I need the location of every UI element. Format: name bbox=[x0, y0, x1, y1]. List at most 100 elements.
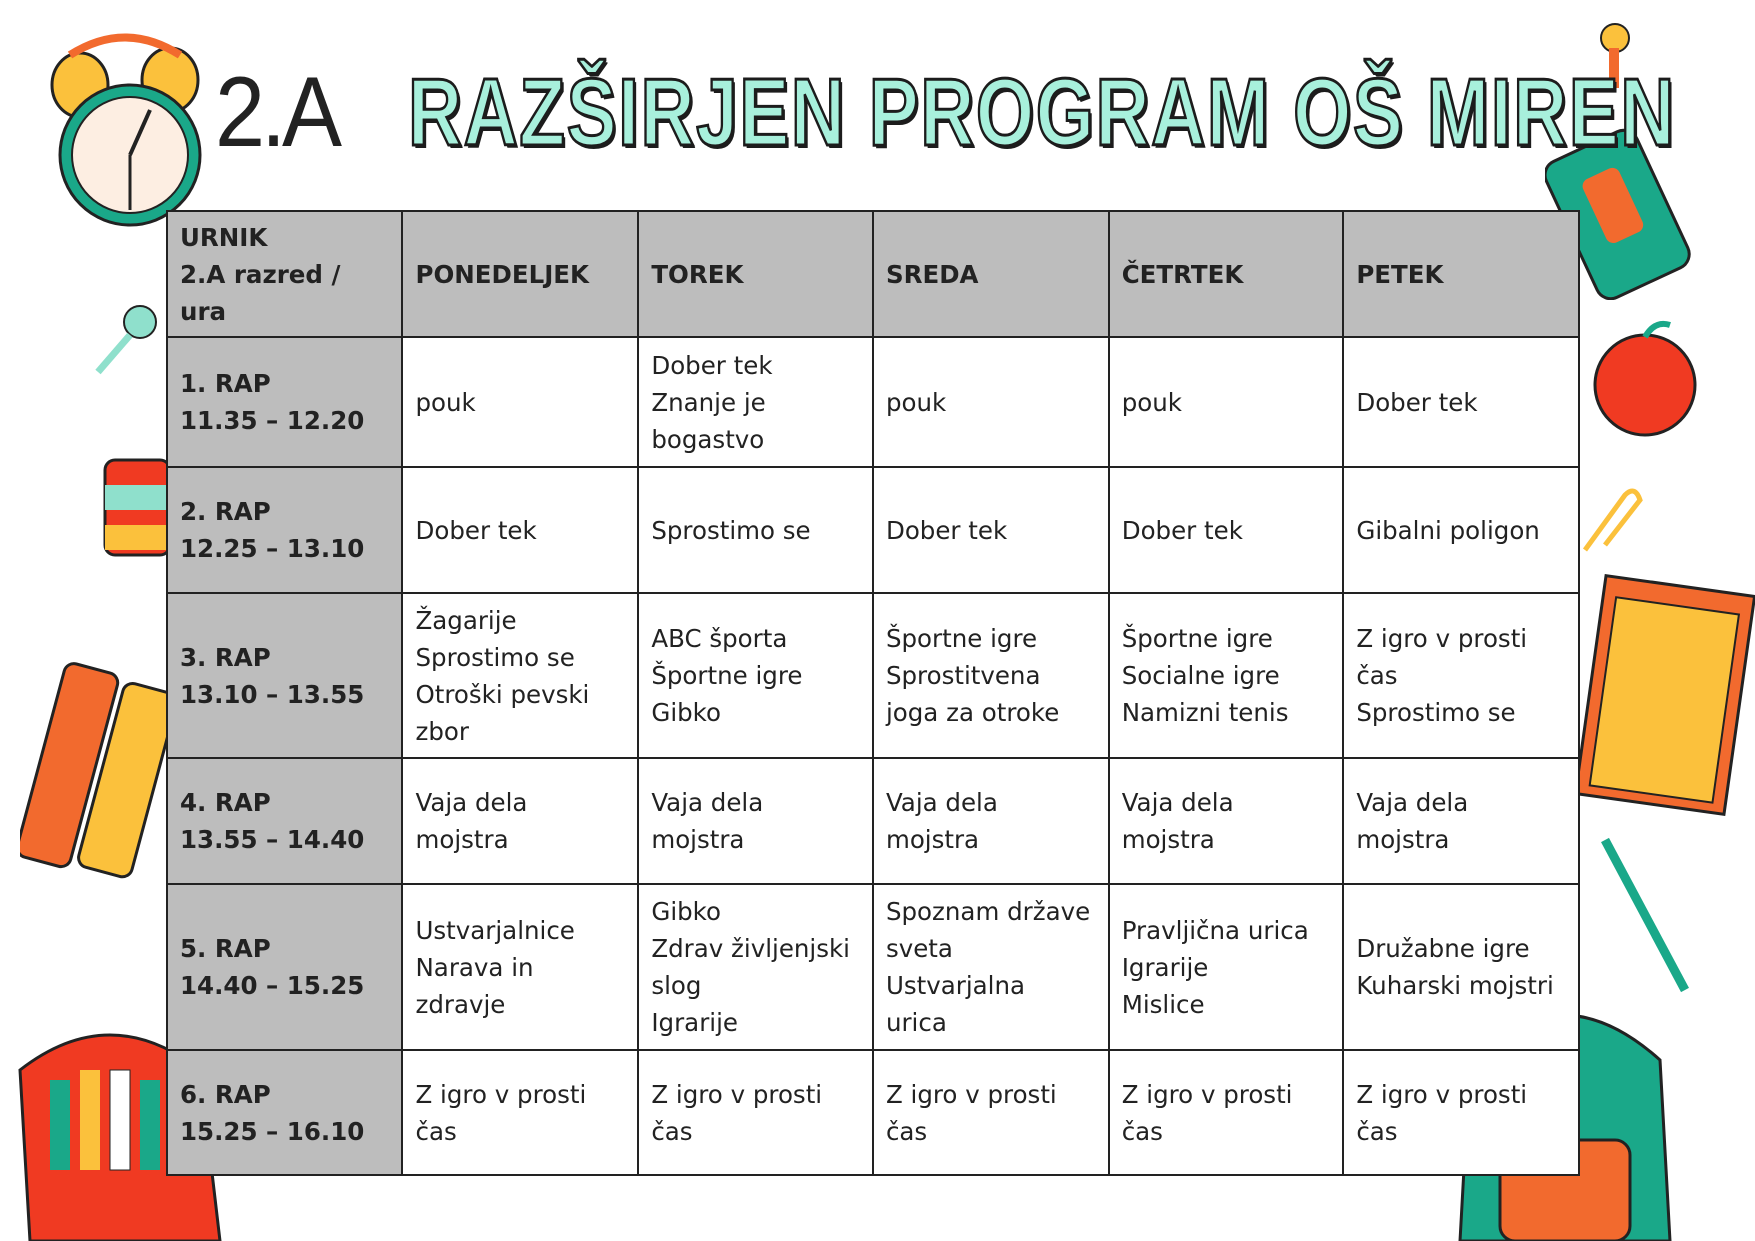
activity-cell: Z igro v prosti čas bbox=[871, 1049, 1110, 1176]
period-cell: 2. RAP 12.25 – 13.10 bbox=[165, 466, 404, 594]
day-header: TOREK bbox=[637, 210, 874, 338]
cell-line: Družabne igre bbox=[1356, 934, 1530, 963]
activity-cell: Spoznam države sveta Ustvarjalna urica bbox=[871, 883, 1110, 1051]
activity-cell: Z igro v prosti čas Sprostimo se bbox=[1342, 592, 1580, 759]
cell-line: Z igro v prosti bbox=[651, 1079, 823, 1109]
activity-cell: Žagarije Sprostimo se Otroški pevski zbor bbox=[401, 592, 640, 759]
activity-cell: Z igro v prosti čas bbox=[1342, 1049, 1580, 1176]
cell-line: 11.35 – 12.20 bbox=[180, 406, 365, 435]
activity-cell: Gibalni poligon bbox=[1342, 466, 1580, 594]
cell-line: Igrarije bbox=[651, 1008, 738, 1037]
cell-line: 13.10 – 13.55 bbox=[180, 679, 365, 709]
cell-line: mojstra bbox=[885, 825, 980, 854]
cell-line: Gibalni poligon bbox=[1356, 515, 1540, 545]
cell-line: Z igro v prosti bbox=[415, 1079, 587, 1109]
cell-line: Vaja dela bbox=[1356, 788, 1469, 817]
cell-line: mojstra bbox=[651, 825, 745, 854]
table-row: 3. RAP 13.10 – 13.55 Žagarije Sprostimo se O… bbox=[165, 592, 1580, 759]
cell-line: čas bbox=[885, 1116, 928, 1146]
alarm-clock-icon bbox=[50, 33, 202, 227]
tape-icon bbox=[103, 458, 170, 557]
table-row: 6. RAP 15.25 – 16.10 Z igro v prosti čas Z i… bbox=[165, 1049, 1580, 1176]
cell-line: mojstra bbox=[1121, 825, 1215, 854]
period-cell: 1. RAP 11.35 – 12.20 bbox=[165, 336, 404, 468]
cell-line: Športne igre bbox=[1121, 624, 1273, 653]
cell-line: Ustvarjalna bbox=[885, 971, 1026, 1000]
cell-line: Vaja dela bbox=[885, 788, 998, 817]
cell-line: Ustvarjalnice bbox=[415, 915, 575, 945]
cell-line: Otroški pevski bbox=[415, 679, 590, 709]
activity-cell: Z igro v prosti čas bbox=[637, 1049, 874, 1176]
cell-line: 5. RAP bbox=[180, 934, 271, 963]
cell-line: Znanje je bbox=[651, 387, 766, 417]
header-row: URNIK 2.A razred / ura PONEDELJEK TOREK S… bbox=[165, 210, 1580, 338]
page-title: RAZŠIRJEN PROGRAM OŠ MIREN bbox=[407, 58, 1676, 168]
cell-line: 1. RAP bbox=[180, 369, 271, 398]
corner-cell: URNIK 2.A razred / ura bbox=[165, 210, 404, 338]
activity-cell: Družabne igre Kuharski mojstri bbox=[1342, 883, 1580, 1051]
activity-cell: Pravljična urica Igrarije Mislice bbox=[1107, 883, 1345, 1051]
cell-line: Dober tek bbox=[1121, 515, 1243, 545]
activity-cell: Gibko Zdrav življenjski slog Igrarije bbox=[637, 883, 874, 1051]
cell-line: Žagarije bbox=[415, 605, 517, 635]
cell-line: Narava in bbox=[415, 952, 534, 982]
cell-line: Kuharski mojstri bbox=[1356, 971, 1554, 1000]
cell-line: 6. RAP bbox=[180, 1079, 271, 1109]
activity-cell: Ustvarjalnice Narava in zdravje bbox=[401, 883, 640, 1051]
activity-cell: Dober tek Znanje je bogastvo bbox=[637, 336, 874, 468]
cell-line: 4. RAP bbox=[180, 788, 271, 817]
cell-line: Pravljična urica bbox=[1121, 915, 1309, 945]
activity-cell: Dober tek bbox=[871, 466, 1110, 594]
cell-line: Mislice bbox=[1121, 989, 1205, 1019]
cell-line: Sprostimo se bbox=[415, 642, 575, 672]
cell-line: Dober tek bbox=[415, 515, 537, 545]
activity-cell: ABC športa Športne igre Gibko bbox=[637, 592, 874, 759]
key-icon bbox=[95, 305, 157, 375]
period-cell: 3. RAP 13.10 – 13.55 bbox=[165, 592, 404, 759]
cell-line: Zdrav življenjski bbox=[651, 934, 850, 963]
activity-cell: Vaja dela mojstra bbox=[1342, 757, 1580, 885]
cell-line: čas bbox=[415, 1116, 457, 1146]
cell-line: 3. RAP bbox=[180, 642, 271, 672]
cell-line: joga za otroke bbox=[885, 698, 1060, 727]
activity-cell: Vaja dela mojstra bbox=[637, 757, 874, 885]
cell-line: Z igro v prosti bbox=[1121, 1079, 1293, 1109]
day-header: PETEK bbox=[1342, 210, 1580, 338]
table-row: 1. RAP 11.35 – 12.20 pouk Dober tek Znanje j… bbox=[165, 336, 1580, 468]
corner-title: URNIK bbox=[180, 222, 268, 252]
cell-line: Dober tek bbox=[1356, 387, 1478, 417]
cell-line: čas bbox=[1356, 661, 1398, 690]
cell-line: Vaja dela bbox=[1121, 788, 1234, 817]
cell-line: urica bbox=[885, 1008, 947, 1037]
cell-line: sveta bbox=[885, 934, 953, 963]
cell-line: Vaja dela bbox=[415, 788, 528, 817]
cell-line: mojstra bbox=[1356, 825, 1450, 854]
apple-icon bbox=[1593, 320, 1697, 437]
day-header: ČETRTEK bbox=[1107, 210, 1345, 338]
cell-line: Dober tek bbox=[651, 350, 773, 380]
activity-cell: Dober tek bbox=[401, 466, 640, 594]
table-row: 2. RAP 12.25 – 13.10 Dober tek Sprostimo se… bbox=[165, 466, 1580, 594]
cell-line: mojstra bbox=[415, 825, 509, 854]
cell-line: Z igro v prosti bbox=[1356, 624, 1528, 653]
pencil-icon bbox=[1601, 837, 1689, 993]
period-cell: 5. RAP 14.40 – 15.25 bbox=[165, 883, 404, 1051]
cell-line: 15.25 – 16.10 bbox=[180, 1116, 365, 1146]
activity-cell: Dober tek bbox=[1107, 466, 1345, 594]
activity-cell: pouk bbox=[871, 336, 1110, 468]
cell-line: Športne igre bbox=[651, 661, 803, 690]
activity-cell: Z igro v prosti čas bbox=[401, 1049, 640, 1176]
cell-line: Športne igre bbox=[885, 624, 1038, 653]
cell-line: čas bbox=[651, 1116, 693, 1146]
cell-line: 14.40 – 15.25 bbox=[180, 971, 365, 1000]
corner-subtitle: 2.A razred / ura bbox=[180, 259, 341, 326]
class-label: 2.A bbox=[215, 57, 342, 168]
period-cell: 6. RAP 15.25 – 16.10 bbox=[165, 1049, 404, 1176]
cell-line: Spoznam države bbox=[885, 897, 1091, 926]
cell-line: Dober tek bbox=[885, 515, 1008, 545]
table-row: 4. RAP 13.55 – 14.40 Vaja dela mojstra Vaja … bbox=[165, 757, 1580, 885]
day-header: PONEDELJEK bbox=[401, 210, 640, 338]
pencil-case-icon bbox=[1545, 23, 1691, 300]
activity-cell: Športne igre Socialne igre Namizni tenis bbox=[1107, 592, 1345, 759]
paperclip-icon bbox=[1582, 488, 1643, 552]
